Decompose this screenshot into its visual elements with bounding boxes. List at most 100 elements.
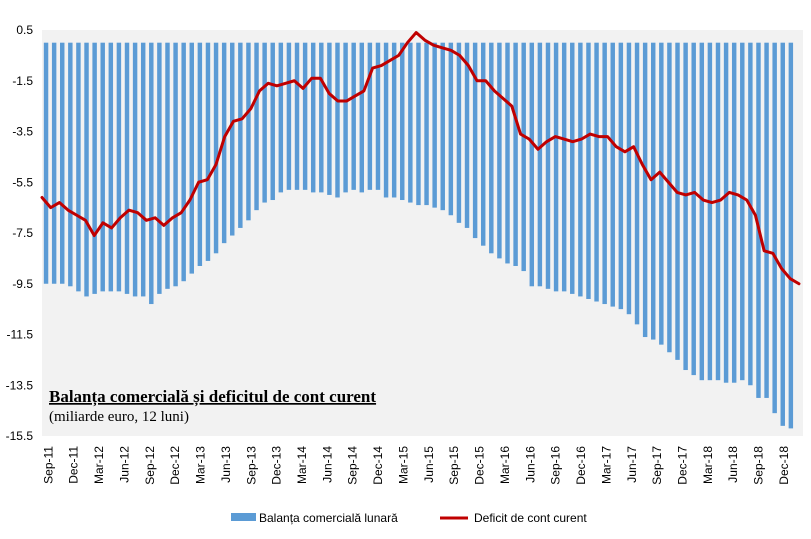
bar bbox=[60, 42, 65, 284]
bar bbox=[659, 42, 664, 345]
bar bbox=[375, 42, 381, 190]
bar bbox=[100, 42, 105, 292]
bar bbox=[618, 42, 624, 310]
x-tick-label: Sep-17 bbox=[650, 446, 664, 485]
bar bbox=[68, 42, 73, 287]
bar bbox=[262, 42, 267, 203]
bar bbox=[270, 42, 275, 201]
bar bbox=[448, 42, 454, 216]
x-tick-label: Jun-13 bbox=[219, 446, 233, 483]
x-tick-label: Sep-18 bbox=[752, 446, 766, 485]
bar bbox=[359, 42, 365, 193]
bar bbox=[521, 42, 526, 272]
bar bbox=[691, 42, 696, 376]
y-tick-label: -9.5 bbox=[12, 277, 33, 291]
bar bbox=[351, 42, 356, 190]
bar bbox=[561, 42, 567, 292]
bar bbox=[740, 42, 745, 381]
bar bbox=[383, 42, 389, 198]
bar bbox=[683, 42, 688, 371]
x-tick-label: Dec-13 bbox=[270, 446, 284, 485]
x-tick-label: Sep-14 bbox=[346, 446, 360, 485]
y-axis: 0.5 -1.5 -3.5 -5.5 -7.5 -9.5 -11.5 -13.5 -15.5 bbox=[6, 23, 34, 443]
x-tick-label: Jun-18 bbox=[726, 446, 740, 483]
bar bbox=[254, 42, 259, 211]
x-tick-label: Dec-18 bbox=[777, 446, 791, 485]
bar bbox=[715, 42, 721, 381]
chart-annotation-title: Balanța comercială și deficitul de cont … bbox=[49, 387, 376, 407]
x-tick-label: Dec-16 bbox=[574, 446, 588, 485]
bar bbox=[230, 42, 235, 236]
bar bbox=[513, 42, 518, 266]
bar bbox=[626, 42, 632, 315]
bar bbox=[594, 42, 599, 302]
bar bbox=[505, 42, 510, 264]
x-tick-label: Mar-17 bbox=[599, 446, 613, 484]
x-tick-label: Mar-12 bbox=[92, 446, 106, 484]
y-tick-label: 0.5 bbox=[16, 23, 33, 37]
y-tick-label: -5.5 bbox=[12, 175, 33, 189]
bar bbox=[302, 42, 308, 190]
bar bbox=[667, 42, 672, 353]
bar bbox=[149, 42, 154, 305]
bar bbox=[278, 42, 284, 193]
bar bbox=[335, 42, 340, 198]
bar bbox=[602, 42, 607, 305]
legend-label-bar: Balanța comercială lunară bbox=[259, 511, 398, 525]
bar bbox=[553, 42, 559, 292]
line-series-deficit bbox=[40, 31, 801, 286]
bar bbox=[675, 42, 680, 360]
bar bbox=[772, 42, 777, 414]
x-tick-label: Dec-11 bbox=[67, 446, 81, 484]
bar bbox=[424, 42, 429, 206]
bar bbox=[367, 42, 373, 190]
bar bbox=[173, 42, 178, 287]
bar bbox=[343, 42, 348, 193]
x-tick-label: Mar-13 bbox=[194, 446, 208, 484]
x-tick-label: Mar-14 bbox=[295, 446, 309, 484]
legend-swatch-bar bbox=[231, 513, 256, 521]
bar bbox=[246, 42, 251, 221]
x-tick-label: Sep-13 bbox=[244, 446, 258, 485]
bar bbox=[310, 42, 316, 193]
bar bbox=[472, 42, 478, 239]
bar bbox=[319, 42, 324, 193]
bar bbox=[108, 42, 114, 292]
bar bbox=[723, 42, 729, 383]
bar bbox=[489, 42, 494, 254]
x-tick-label: Jun-17 bbox=[625, 446, 639, 483]
y-tick-label: -11.5 bbox=[7, 328, 34, 342]
legend-label-line: Deficit de cont curent bbox=[474, 511, 587, 525]
bar bbox=[456, 42, 462, 223]
plot-area-background bbox=[42, 30, 803, 436]
bar bbox=[213, 42, 219, 254]
bar bbox=[570, 42, 575, 294]
y-tick-label: -3.5 bbox=[12, 125, 33, 139]
x-tick-label: Mar-16 bbox=[498, 446, 512, 484]
bar bbox=[286, 42, 292, 190]
bar bbox=[578, 42, 583, 297]
y-tick-label: -7.5 bbox=[12, 226, 33, 240]
bar bbox=[545, 42, 551, 289]
x-tick-label: Dec-17 bbox=[676, 446, 690, 485]
bar bbox=[529, 42, 535, 287]
bar bbox=[432, 42, 437, 208]
x-tick-label: Jun-15 bbox=[422, 446, 436, 483]
bar bbox=[157, 42, 162, 294]
bar bbox=[327, 42, 332, 195]
legend: Balanța comercială lunară Deficit de con… bbox=[231, 511, 587, 525]
x-axis: Sep-11 Dec-11 Mar-12 Jun-12 Sep-12 Dec-12 Mar-… bbox=[41, 446, 791, 485]
bar bbox=[124, 42, 130, 294]
x-tick-label: Sep-15 bbox=[447, 446, 461, 485]
bar bbox=[116, 42, 122, 292]
x-tick-label: Mar-18 bbox=[701, 446, 715, 484]
bar bbox=[140, 42, 146, 297]
bar bbox=[51, 42, 57, 284]
bar bbox=[238, 42, 243, 228]
bar bbox=[440, 42, 445, 211]
bar bbox=[189, 42, 194, 274]
bar bbox=[84, 42, 89, 297]
chart-annotation-subtitle: (miliarde euro, 12 luni) bbox=[49, 409, 189, 425]
x-tick-label: Jun-12 bbox=[117, 446, 131, 483]
